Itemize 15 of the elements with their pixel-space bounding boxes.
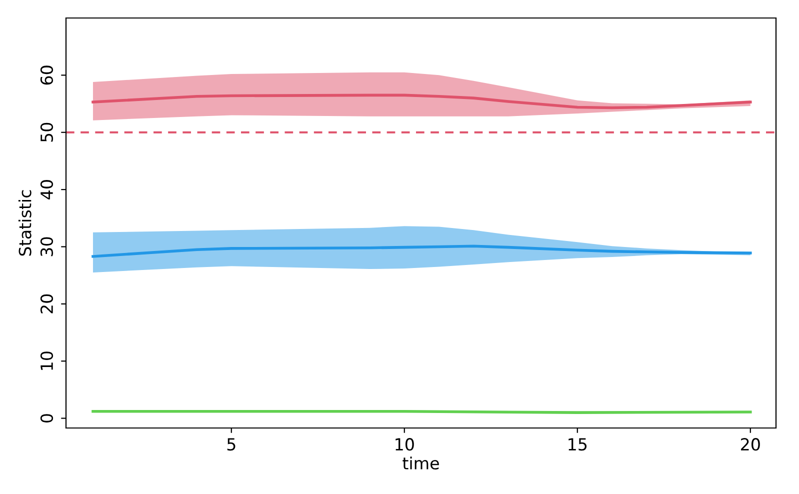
x-tick-label: 5 (227, 438, 236, 451)
y-tick-label: 20 (40, 294, 54, 314)
x-tick-label: 10 (396, 438, 414, 451)
y-tick-label: 0 (40, 414, 54, 422)
line-series (92, 94, 752, 110)
y-tick-label: 40 (40, 180, 54, 200)
x-tick-label: 20 (741, 438, 760, 451)
y-tick-label: 50 (40, 122, 54, 142)
y-tick-label: 10 (40, 352, 54, 370)
line-series (92, 244, 752, 258)
x-axis-title: time (402, 456, 439, 470)
x-tick-label: 15 (568, 438, 587, 451)
y-axis-title: Statistic (18, 190, 32, 256)
y-tick-label: 60 (40, 66, 54, 85)
y-tick-label: 30 (40, 237, 54, 256)
